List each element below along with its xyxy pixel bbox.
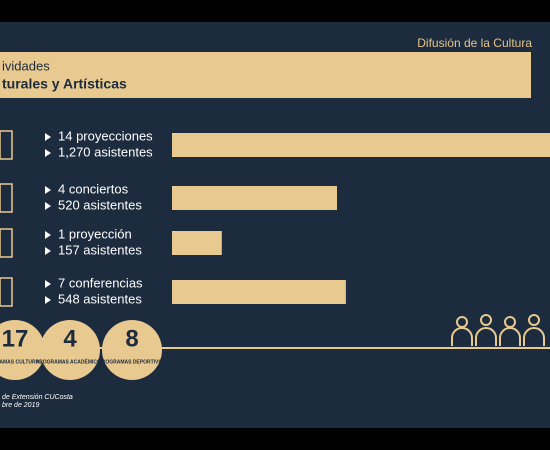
- footer-line: de Extensión CUCosta: [2, 394, 73, 401]
- bullet: [45, 133, 51, 141]
- program-number: 8: [125, 325, 138, 352]
- item-text: 157 asistentes: [58, 242, 142, 257]
- item-text: 7 conferencias: [58, 275, 143, 290]
- program-circle: [102, 320, 162, 380]
- program-number: 4: [63, 325, 77, 352]
- icon: [0, 130, 13, 160]
- bottom-bar: [0, 428, 550, 450]
- icon: [0, 183, 13, 213]
- item-text: 1 proyección: [58, 226, 132, 241]
- bullet: [45, 202, 51, 210]
- program-label: PROGRAMAS ACADÉMICOS: [36, 357, 105, 365]
- bullet: [45, 247, 51, 255]
- item-text: 4 conciertos: [58, 181, 129, 196]
- bullet: [45, 296, 51, 304]
- bar: [172, 231, 222, 255]
- bullet: [45, 186, 51, 194]
- item-text: 14 proyecciones: [58, 128, 153, 143]
- bar: [172, 133, 550, 157]
- program-circle: [40, 320, 100, 380]
- bar: [172, 186, 337, 210]
- title-banner: [0, 52, 531, 98]
- icon: [0, 228, 13, 258]
- people-icon: [451, 314, 545, 346]
- section-title: Difusión de la Cultura: [417, 36, 532, 50]
- program-number: 17: [2, 325, 29, 352]
- item-text: 1,270 asistentes: [58, 144, 153, 159]
- program-label: PROGRAMAS DEPORTIVOS: [98, 359, 166, 365]
- item-text: 520 asistentes: [58, 197, 142, 212]
- program-label: PROGRAMAS CULTURALES: [0, 359, 50, 365]
- bullet: [45, 149, 51, 157]
- bullet: [45, 231, 51, 239]
- icon: [0, 277, 13, 307]
- bar: [172, 280, 346, 304]
- title-line: turales y Artísticas: [2, 76, 127, 92]
- footer-line: bre de 2019: [2, 402, 39, 409]
- title-line: ividades: [2, 58, 50, 73]
- program-circle: [0, 320, 45, 380]
- bullet: [45, 280, 51, 288]
- item-text: 548 asistentes: [58, 291, 142, 306]
